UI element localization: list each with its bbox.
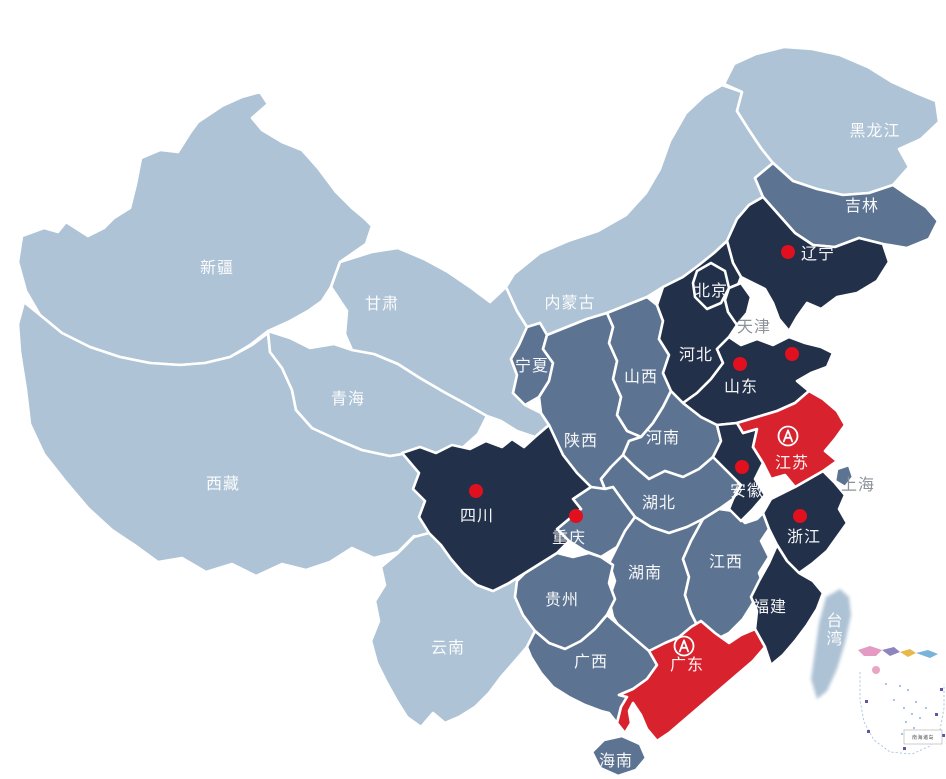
province-sichuan[interactable] bbox=[400, 423, 593, 593]
label-shaanxi: 陕西 bbox=[564, 431, 598, 450]
label-yunnan: 云南 bbox=[431, 638, 465, 657]
label-shanxi: 山西 bbox=[624, 367, 658, 386]
label-henan: 河南 bbox=[646, 428, 680, 447]
province-shanghai[interactable] bbox=[833, 463, 855, 489]
label-gansu: 甘肃 bbox=[365, 294, 399, 313]
branch-dot-liaoning[interactable] bbox=[781, 245, 795, 259]
label-liaoning: 辽宁 bbox=[801, 244, 835, 263]
inset-coast-strip bbox=[882, 647, 900, 656]
logo-ring-icon bbox=[673, 635, 695, 657]
label-beijing: 北京 bbox=[694, 281, 728, 300]
label-jilin: 吉林 bbox=[845, 196, 879, 215]
label-jiangxi: 江西 bbox=[709, 552, 743, 571]
label-xinjiang: 新疆 bbox=[200, 258, 234, 277]
label-qinghai: 青海 bbox=[331, 389, 365, 408]
label-fujian: 福建 bbox=[753, 597, 787, 616]
logo-marker-jiangsu[interactable] bbox=[777, 425, 799, 447]
branch-dots bbox=[469, 245, 807, 523]
label-zhejiang: 浙江 bbox=[787, 527, 821, 546]
inset-caption-box bbox=[903, 729, 943, 745]
branch-dot-sichuan[interactable] bbox=[469, 484, 483, 498]
logo-a-icon bbox=[782, 429, 794, 443]
inset-coast-strip bbox=[858, 646, 882, 656]
province-labels: 黑龙江 吉林 辽宁 内蒙古 北京 天津 河北 山西 山东 宁夏 甘肃 新疆 青海… bbox=[200, 121, 900, 770]
province-hainan[interactable] bbox=[590, 734, 648, 778]
label-anhui: 安徽 bbox=[730, 481, 764, 500]
province-fujian[interactable] bbox=[749, 543, 825, 667]
logo-marker-guangdong[interactable] bbox=[673, 635, 695, 657]
branch-dot-shandong-peninsula[interactable] bbox=[785, 347, 799, 361]
inset-coast-strip bbox=[916, 650, 938, 658]
province-tianjin[interactable] bbox=[723, 281, 753, 327]
province-taiwan[interactable] bbox=[811, 589, 851, 699]
label-taiwan: 台湾 bbox=[824, 612, 843, 648]
inset-boundary-line bbox=[859, 672, 945, 755]
label-hubei: 湖北 bbox=[642, 493, 676, 512]
province-qinghai[interactable] bbox=[266, 329, 489, 470]
label-sichuan: 四川 bbox=[460, 506, 494, 525]
label-hainan: 海南 bbox=[599, 751, 633, 770]
label-chongqing: 重庆 bbox=[552, 528, 586, 547]
label-guangxi: 广西 bbox=[574, 652, 608, 671]
province-zhejiang[interactable] bbox=[761, 469, 849, 575]
branch-dot-shandong-west[interactable] bbox=[733, 357, 747, 371]
branch-dot-zhejiang[interactable] bbox=[793, 509, 807, 523]
province-guangdong[interactable] bbox=[615, 619, 767, 743]
logo-ring-icon bbox=[777, 425, 799, 447]
province-shapes bbox=[16, 45, 941, 778]
province-xinjiang[interactable] bbox=[16, 90, 374, 367]
label-jiangsu: 江苏 bbox=[775, 453, 809, 472]
label-tianjin: 天津 bbox=[737, 317, 771, 336]
province-beijing[interactable] bbox=[691, 261, 731, 311]
label-guangdong: 广东 bbox=[670, 655, 704, 674]
south-china-sea-inset: 南海诸岛 bbox=[858, 646, 945, 755]
label-shanghai: 上海 bbox=[841, 475, 875, 494]
label-hebei: 河北 bbox=[679, 345, 713, 364]
inset-coast-strip bbox=[900, 649, 916, 657]
label-xizang: 西藏 bbox=[206, 474, 240, 493]
label-shandong: 山东 bbox=[724, 377, 758, 396]
branch-dot-anhui[interactable] bbox=[735, 460, 749, 474]
inset-markers bbox=[865, 688, 945, 750]
label-guizhou: 贵州 bbox=[545, 590, 579, 609]
label-ningxia: 宁夏 bbox=[515, 356, 549, 375]
logo-a-icon bbox=[678, 639, 690, 653]
inset-caption-text: 南海诸岛 bbox=[912, 734, 934, 741]
inset-hainan-island bbox=[872, 666, 880, 674]
label-heilongjiang: 黑龙江 bbox=[849, 121, 900, 140]
branch-dot-chongqing[interactable] bbox=[569, 509, 583, 523]
label-neimenggu: 内蒙古 bbox=[544, 293, 595, 312]
label-hunan: 湖南 bbox=[628, 563, 662, 582]
